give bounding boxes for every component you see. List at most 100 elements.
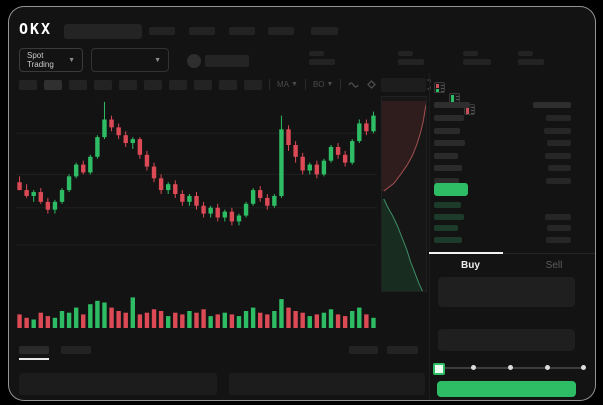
orderbook-row-bar[interactable] — [434, 140, 465, 146]
bottom-action-placeholder[interactable] — [387, 346, 418, 354]
stat-label-placeholder — [463, 51, 478, 56]
candle-body — [116, 127, 121, 136]
orderbook-row-bar[interactable] — [434, 177, 459, 184]
candle-body — [272, 195, 277, 206]
volume-bar — [81, 314, 86, 328]
bottom-tab[interactable] — [61, 346, 91, 354]
chevron-down-icon: ▼ — [154, 56, 161, 64]
volume-bar — [116, 311, 121, 328]
timeframe-button[interactable] — [194, 79, 212, 90]
amount-input[interactable] — [438, 329, 575, 351]
candle-body — [24, 190, 29, 196]
volume-bar — [123, 312, 128, 328]
orderbook-row-bar[interactable] — [545, 152, 571, 159]
slider-stop-100[interactable] — [581, 365, 586, 370]
candle-body — [81, 164, 86, 173]
indicator-dropdown[interactable]: MA ▼ — [277, 80, 298, 89]
volume-bar — [24, 317, 29, 328]
bottom-tab-active[interactable] — [19, 346, 49, 354]
market-type-dropdown[interactable]: Spot Trading ▼ — [19, 48, 83, 72]
price-input[interactable] — [438, 277, 575, 307]
candle-body — [364, 123, 369, 132]
volume-bar — [208, 316, 213, 328]
orderbook-row-bar[interactable] — [546, 236, 571, 243]
candle-body — [73, 164, 79, 177]
candle-body — [59, 190, 65, 202]
orderbook-row-bar[interactable] — [434, 202, 461, 208]
orderbook-row-bar[interactable] — [547, 140, 571, 146]
candle-body — [342, 154, 348, 163]
last-price-badge[interactable] — [434, 183, 468, 196]
candle-body — [250, 190, 256, 204]
orderbook-row-bar[interactable] — [434, 115, 464, 121]
timeframe-button[interactable] — [69, 79, 87, 90]
stat-label-placeholder — [518, 51, 533, 56]
slider-handle[interactable] — [433, 363, 445, 375]
orderbook-row-bar[interactable] — [547, 225, 571, 231]
overlay-dropdown[interactable]: BO ▼ — [313, 80, 334, 89]
depth-chart[interactable] — [381, 96, 427, 292]
orderbook-row-bar[interactable] — [434, 152, 458, 159]
candlestick-chart[interactable] — [16, 96, 377, 292]
nav-item-placeholder[interactable] — [268, 27, 294, 35]
volume-bar — [279, 299, 284, 328]
volume-bar — [158, 311, 164, 328]
orderbook-row-bar[interactable] — [548, 165, 571, 171]
orders-panel-placeholder — [19, 373, 217, 395]
bottom-tab-underline — [19, 358, 49, 360]
volume-bar — [236, 316, 242, 328]
candle-body — [137, 139, 143, 155]
slider-stop-50[interactable] — [508, 365, 513, 370]
orderbook-row-bar[interactable] — [434, 165, 462, 171]
nav-item-placeholder[interactable] — [311, 27, 338, 35]
stat-label-placeholder — [398, 51, 413, 56]
slider-stop-25[interactable] — [471, 365, 476, 370]
orderbook-row-bar[interactable] — [544, 127, 571, 134]
candle-body — [229, 211, 235, 222]
tab-buy[interactable]: Buy — [461, 260, 480, 271]
slider-stop-75[interactable] — [545, 365, 550, 370]
volume-bar — [335, 314, 341, 328]
nav-item-placeholder[interactable] — [189, 27, 215, 35]
buy-button[interactable] — [437, 381, 576, 397]
volume-bar — [151, 309, 157, 328]
orderbook-row-bar[interactable] — [434, 127, 460, 134]
volume-bar — [173, 312, 178, 328]
orderbook-row-bar[interactable] — [434, 225, 458, 231]
pair-select-dropdown[interactable]: ▼ — [91, 48, 169, 72]
bottom-action-placeholder[interactable] — [349, 346, 378, 354]
candle-body — [109, 119, 114, 128]
timeframe-button[interactable] — [169, 79, 187, 90]
timeframe-button[interactable] — [94, 79, 112, 90]
line-style-icon[interactable] — [348, 79, 359, 90]
timeframe-button[interactable] — [244, 79, 262, 90]
search-input[interactable] — [64, 24, 142, 39]
volume-bar — [45, 316, 51, 328]
timeframe-button-active[interactable] — [44, 79, 62, 90]
timeframe-button[interactable] — [144, 79, 162, 90]
orderbook-view-both-icon[interactable] — [434, 82, 445, 93]
draw-icon[interactable] — [366, 79, 377, 90]
nav-item-placeholder[interactable] — [229, 27, 255, 35]
candle-body — [208, 207, 213, 214]
orderbook-row-bar[interactable] — [434, 236, 462, 243]
volume-bar — [300, 312, 305, 328]
timeframe-button[interactable] — [19, 79, 37, 90]
volume-bar — [73, 307, 79, 328]
candle-body — [371, 115, 376, 132]
volume-bar — [109, 307, 114, 328]
amount-slider-track[interactable] — [433, 363, 586, 375]
tab-sell[interactable]: Sell — [545, 260, 563, 271]
okx-logo: OKX — [19, 20, 53, 38]
timeframe-button[interactable] — [219, 79, 237, 90]
orderbook-row-bar[interactable] — [546, 177, 571, 184]
orderbook-row-bar[interactable] — [545, 213, 571, 220]
depth-header-placeholder — [381, 78, 426, 92]
stat-value-placeholder — [518, 59, 544, 65]
timeframe-button[interactable] — [119, 79, 137, 90]
orderbook-row-bar[interactable] — [434, 213, 464, 220]
candle-body — [130, 139, 135, 144]
nav-item-placeholder[interactable] — [149, 27, 175, 35]
orderbook-row-bar[interactable] — [546, 115, 571, 121]
volume-bar — [229, 314, 235, 328]
